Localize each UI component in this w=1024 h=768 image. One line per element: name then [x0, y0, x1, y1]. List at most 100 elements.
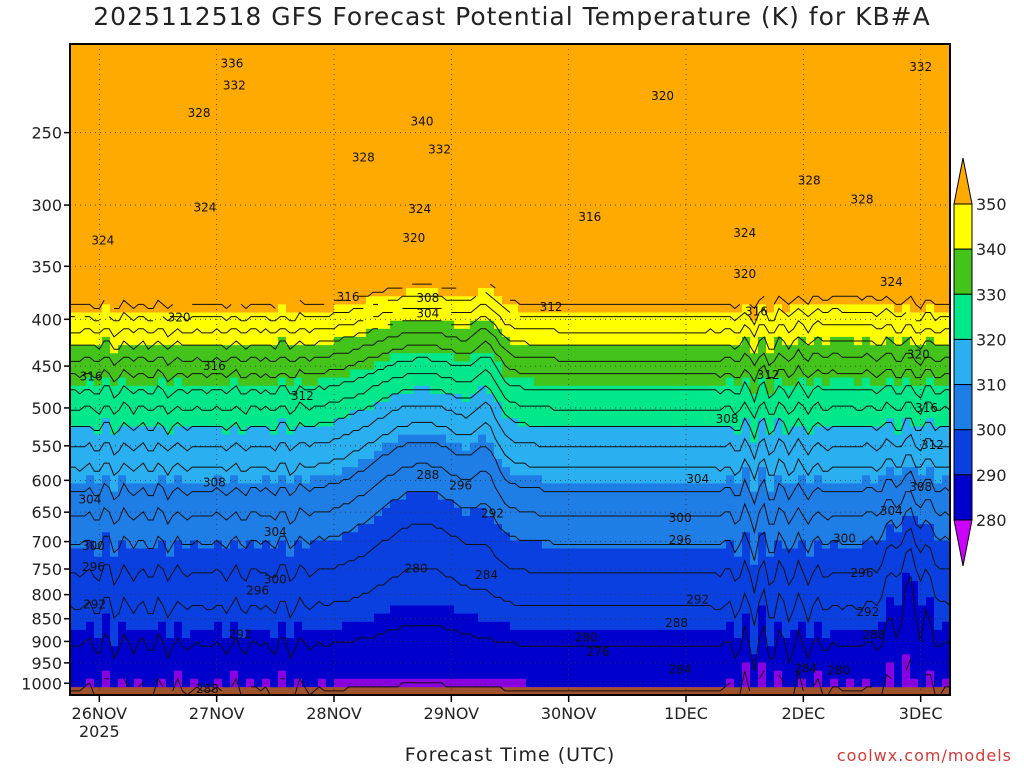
isentrope-284 — [294, 677, 731, 695]
colorbar: 350 340 330 320 310 300 290 280 — [953, 157, 1007, 567]
contour-label-46: 320 — [733, 267, 756, 281]
contour-label-30: 280 — [405, 561, 428, 575]
isentrope-344 — [70, 320, 364, 338]
contour-labels: 336 332 328 324 324 320 316 316 312 316 308 304 304 3… — [78, 56, 943, 696]
isentrope-284 — [152, 677, 164, 695]
isentrope-284 — [925, 674, 950, 695]
contour-label-11: 304 — [78, 493, 101, 507]
isentrope-348 — [108, 311, 154, 322]
contour-label-13: 300 — [82, 539, 105, 553]
isentrope-320 — [70, 385, 950, 441]
contour-label-8: 312 — [291, 389, 314, 403]
contour-label-6: 316 — [80, 370, 103, 384]
contour-label-33: 316 — [578, 210, 601, 224]
contour-label-26: 304 — [416, 306, 439, 320]
colorbar-label-320: 320 — [976, 330, 1007, 349]
isentrope-312 — [70, 421, 950, 481]
y-tick-label-300: 300 — [31, 196, 62, 215]
colorbar-label-280: 280 — [976, 511, 1007, 530]
colorbar-bottom-arrow — [953, 519, 973, 567]
isentrope-352 — [299, 299, 325, 305]
contour-label-43: 284 — [669, 663, 692, 677]
y-tick-label-550: 550 — [31, 437, 62, 456]
contour-label-19: 288 — [196, 682, 219, 696]
isentrope-284 — [230, 677, 242, 695]
contour-label-37: 300 — [669, 511, 692, 525]
contour-label-35: 304 — [686, 472, 709, 486]
isentrope-284 — [123, 678, 130, 688]
x-tick-label-28NOV: 28NOV — [306, 704, 362, 723]
contour-label-59: 292 — [856, 605, 879, 619]
source-credit[interactable]: coolwx.com/models — [836, 746, 1012, 765]
contour-label-53: 316 — [915, 401, 938, 415]
contour-label-0: 336 — [220, 56, 243, 70]
isentrope-348 — [485, 291, 511, 313]
isentrope-352 — [773, 295, 950, 310]
x-tick-label-2DEC: 2DEC — [781, 704, 825, 723]
isentrope-336 — [70, 328, 950, 367]
contour-label-57: 300 — [833, 532, 856, 546]
isentrope-292 — [70, 547, 950, 626]
colorbar-label-300: 300 — [976, 421, 1007, 440]
colorbar-label-350: 350 — [976, 195, 1007, 214]
colorbar-band-3 — [953, 338, 973, 386]
isentrope-352 — [240, 303, 276, 310]
contour-label-60: 288 — [862, 628, 885, 642]
contour-label-14: 296 — [82, 560, 105, 574]
isentrope-352 — [510, 299, 741, 310]
isentrope-284 — [881, 673, 892, 695]
contour-label-28: 296 — [449, 479, 472, 493]
contour-label-20: 328 — [352, 150, 375, 164]
colorbar-band-0 — [953, 203, 973, 250]
isentrope-344 — [373, 312, 393, 318]
isentrope-348 — [519, 307, 907, 326]
isentrope-348 — [162, 308, 364, 322]
isentrope-352 — [114, 299, 174, 310]
contour-label-45: 324 — [733, 226, 756, 240]
x-tick-label-1DEC: 1DEC — [664, 704, 708, 723]
isentrope-352 — [490, 283, 496, 289]
contour-label-22: 340 — [411, 114, 434, 128]
isentrope-304 — [70, 462, 950, 535]
contour-label-51: 324 — [880, 275, 903, 289]
contour-label-21: 332 — [428, 143, 451, 157]
plot-frame — [69, 43, 951, 696]
x-tick-label-3DEC: 3DEC — [899, 704, 943, 723]
contour-label-49: 332 — [909, 60, 932, 74]
x-tick-label-26NOV: 26NOV — [72, 704, 128, 723]
y-tick-label-850: 850 — [31, 610, 62, 629]
isentrope-284 — [758, 670, 765, 679]
isentrope-332 — [70, 340, 950, 383]
contour-label-48: 312 — [757, 368, 780, 382]
theta-filled-bands — [70, 44, 950, 695]
contour-label-3: 324 — [91, 233, 114, 247]
isentrope-352 — [70, 300, 105, 309]
y-tick-label-900: 900 — [31, 632, 62, 651]
contour-label-24: 320 — [402, 231, 425, 245]
contour-label-41: 280 — [575, 630, 598, 644]
y-tick-label-700: 700 — [31, 533, 62, 552]
contour-label-56: 304 — [880, 504, 903, 518]
isentrope-288 — [70, 575, 950, 671]
isentrope-284 — [905, 658, 912, 671]
x-axis-label: Forecast Time (UTC) — [404, 744, 616, 766]
isentrope-352 — [749, 295, 765, 310]
contour-label-61: 284 — [794, 661, 817, 675]
y-tick-label-400: 400 — [31, 310, 62, 329]
y-axis: 250 300 350 400 450 500 550 600 650 700 750 800 850 9… — [21, 124, 70, 693]
colorbar-label-290: 290 — [976, 466, 1007, 485]
colorbar-band-1 — [953, 248, 973, 295]
isentrope-284 — [778, 674, 785, 684]
contour-label-50: 328 — [851, 193, 874, 207]
contour-label-23: 324 — [408, 202, 431, 216]
y-tick-label-350: 350 — [31, 257, 62, 276]
colorbar-label-340: 340 — [976, 240, 1007, 259]
contour-label-5: 320 — [168, 310, 191, 324]
contour-label-44: 328 — [798, 173, 821, 187]
isentrope-316 — [70, 401, 950, 461]
contour-label-55: 308 — [909, 480, 932, 494]
x-tick-sublabel-26NOV: 2025 — [79, 722, 120, 741]
contour-label-29: 292 — [481, 506, 504, 520]
isentrope-344 — [451, 303, 950, 339]
contour-label-15: 296 — [246, 584, 269, 598]
